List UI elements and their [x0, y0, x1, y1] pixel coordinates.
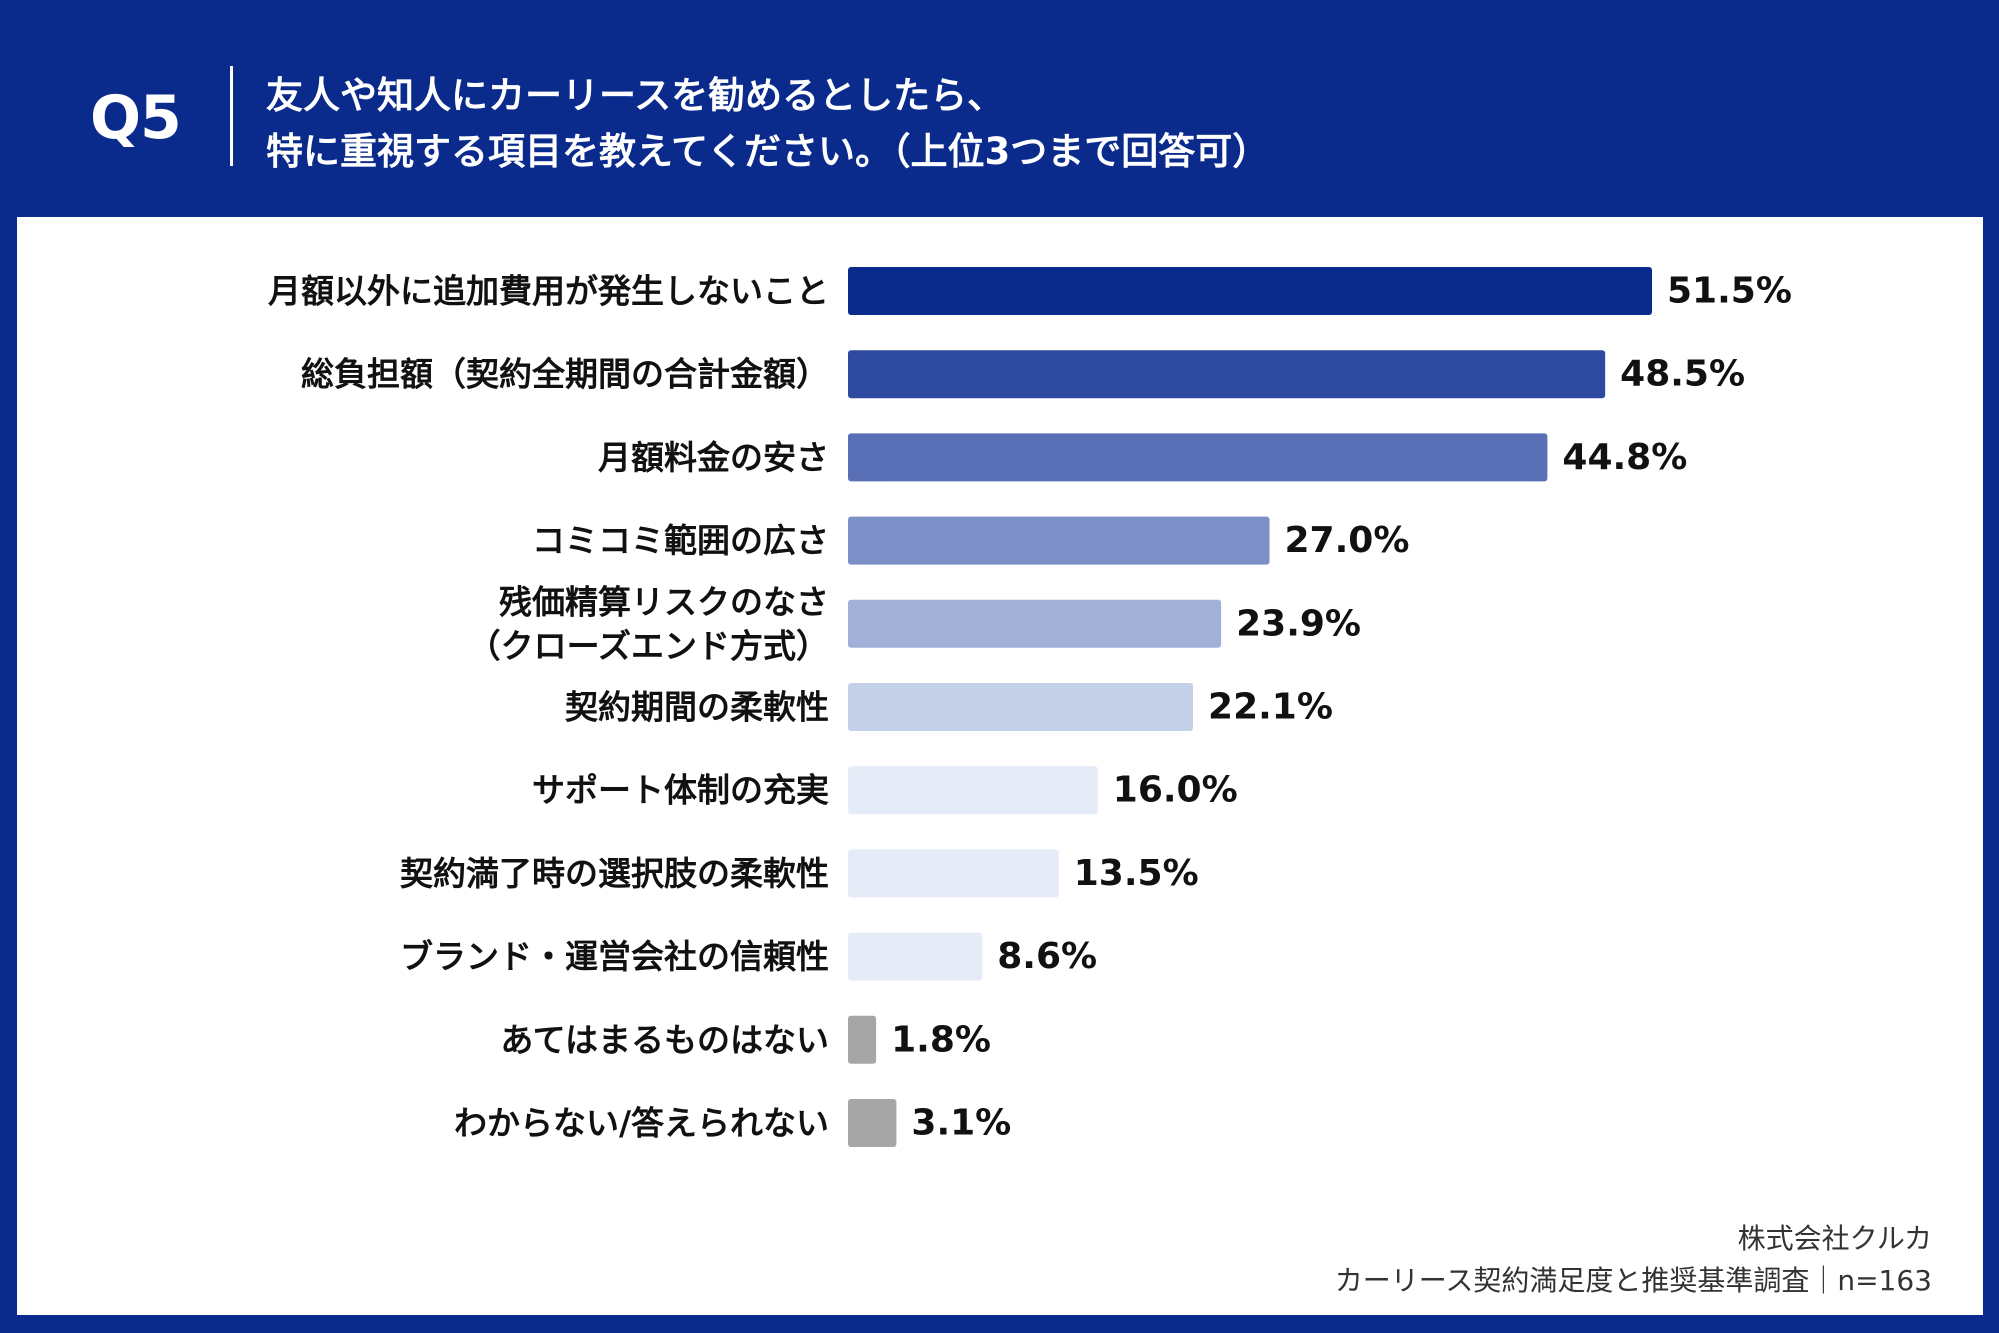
value-label: 51.5% — [1667, 271, 1792, 312]
question-header: Q5 友人や知人にカーリースを勧めるとしたら、 特に重視する項目を教えてください… — [0, 0, 1999, 215]
bar — [848, 932, 983, 981]
value-label: 3.1% — [911, 1103, 1011, 1144]
value-label: 22.1% — [1208, 687, 1333, 728]
bar — [848, 683, 1194, 731]
category-label: 月額料金の安さ — [598, 438, 829, 477]
question-title-line-1: 友人や知人にカーリースを勧めるとしたら、 — [266, 74, 1005, 117]
category-label: （クローズエンド方式） — [468, 626, 829, 665]
category-label: 月額以外に追加費用が発生しないこと — [268, 272, 829, 311]
question-number: Q5 — [90, 83, 182, 153]
category-label: 総負担額（契約全期間の合計金額） — [301, 355, 829, 394]
value-label: 44.8% — [1562, 437, 1687, 478]
question-title-line-2: 特に重視する項目を教えてください。（上位3つまで回答可） — [266, 130, 1270, 173]
category-label: あてはまるものはない — [500, 1020, 829, 1059]
bar-chart: 51.5% 月額以外に追加費用が発生しないこと 48.5% 総負担額（契約全期間の合計… — [268, 267, 1792, 1147]
value-label: 1.8% — [891, 1019, 991, 1060]
category-label: サポート体制の充実 — [532, 771, 829, 810]
bar — [848, 350, 1606, 399]
category-label: 契約満了時の選択肢の柔軟性 — [400, 854, 829, 893]
source-footer: 株式会社クルカ カーリース契約満足度と推奨基準調査｜n=163 — [1335, 1218, 1932, 1302]
question-title: 友人や知人にカーリースを勧めるとしたら、 特に重視する項目を教えてください。（上… — [266, 68, 1866, 180]
header-divider — [230, 66, 233, 166]
value-label: 13.5% — [1074, 853, 1199, 894]
value-label: 16.0% — [1113, 770, 1238, 811]
value-label: 8.6% — [997, 936, 1097, 977]
bar — [848, 849, 1059, 898]
category-label: コミコミ範囲の広さ — [532, 521, 829, 560]
bar — [848, 267, 1652, 315]
category-label: ブランド・運営会社の信頼性 — [400, 937, 829, 976]
bar — [848, 1099, 897, 1147]
bar — [848, 516, 1270, 565]
chart-panel: 51.5% 月額以外に追加費用が発生しないこと 48.5% 総負担額（契約全期間の合計… — [17, 217, 1983, 1315]
bar — [848, 599, 1222, 648]
category-label: 残価精算リスクのなさ — [499, 582, 829, 621]
footer-survey: カーリース契約満足度と推奨基準調査｜n=163 — [1334, 1264, 1932, 1297]
value-label: 48.5% — [1620, 354, 1745, 395]
value-label: 27.0% — [1285, 520, 1410, 561]
category-label: わからない/答えられない — [454, 1104, 829, 1143]
bar — [848, 433, 1548, 482]
bar — [848, 766, 1098, 815]
category-label: 契約期間の柔軟性 — [565, 688, 829, 727]
bar — [848, 1015, 877, 1064]
value-label: 23.9% — [1236, 603, 1361, 644]
footer-company: 株式会社クルカ — [1737, 1222, 1932, 1255]
